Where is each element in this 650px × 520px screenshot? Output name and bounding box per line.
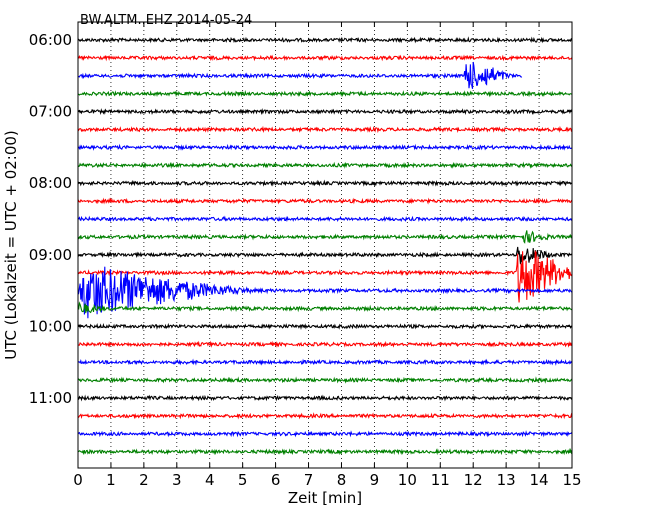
trace-0715 [77, 125, 573, 134]
trace-0830 [77, 215, 573, 223]
trace-1045 [77, 376, 573, 384]
x-tick-label: 13 [497, 471, 516, 489]
trace-0600 [77, 36, 573, 44]
x-tick-label: 6 [271, 471, 281, 489]
trace-1145 [77, 448, 573, 456]
x-tick-label: 4 [205, 471, 215, 489]
y-tick-label: 11:00 [29, 389, 72, 407]
trace-0930 [77, 266, 573, 319]
x-tick-label: 0 [73, 471, 83, 489]
trace-0815 [77, 197, 573, 205]
trace-0915 [77, 250, 573, 303]
trace-1130 [77, 430, 573, 438]
trace-0645 [77, 90, 573, 98]
x-tick-label: 3 [172, 471, 182, 489]
x-tick-label: 15 [562, 471, 581, 489]
trace-0845 [77, 230, 573, 244]
x-axis-label: Zeit [min] [288, 489, 362, 507]
x-tick-label: 1 [106, 471, 116, 489]
y-tick-label: 08:00 [29, 174, 72, 192]
trace-0630 [77, 61, 523, 89]
trace-0730 [77, 143, 573, 151]
y-axis-label: UTC (Lokalzeit = UTC + 02:00) [2, 130, 20, 360]
traces [77, 36, 573, 456]
chart-title: BW.ALTM..EHZ 2014-05-24 [80, 13, 252, 28]
x-tick-label: 7 [304, 471, 314, 489]
x-tick-label: 5 [238, 471, 248, 489]
y-tick-label: 09:00 [29, 246, 72, 264]
trace-1000 [77, 322, 573, 331]
x-tick-label: 8 [337, 471, 347, 489]
trace-1015 [77, 340, 573, 348]
trace-0945 [77, 301, 573, 314]
trace-0900 [77, 246, 573, 265]
x-tick-label: 12 [464, 471, 483, 489]
x-tick-label: 2 [139, 471, 149, 489]
trace-1030 [77, 358, 573, 366]
y-tick-label: 10:00 [29, 317, 72, 335]
x-axis: 0 1 2 3 4 5 6 7 8 9 10 11 12 13 14 15 [73, 22, 582, 489]
trace-1115 [77, 412, 573, 420]
trace-0615 [77, 54, 573, 62]
trace-1100 [77, 394, 573, 402]
y-tick-label: 07:00 [29, 103, 72, 121]
trace-0745 [77, 161, 573, 169]
x-tick-label: 11 [431, 471, 450, 489]
plot-frame [77, 21, 573, 469]
trace-0700 [77, 108, 573, 116]
x-tick-label: 14 [530, 471, 549, 489]
x-tick-label: 10 [398, 471, 417, 489]
y-tick-label: 06:00 [29, 31, 72, 49]
trace-0800 [77, 179, 573, 187]
x-tick-label: 9 [370, 471, 380, 489]
y-axis: 06:00 07:00 08:00 09:00 10:00 11:00 [29, 31, 572, 407]
